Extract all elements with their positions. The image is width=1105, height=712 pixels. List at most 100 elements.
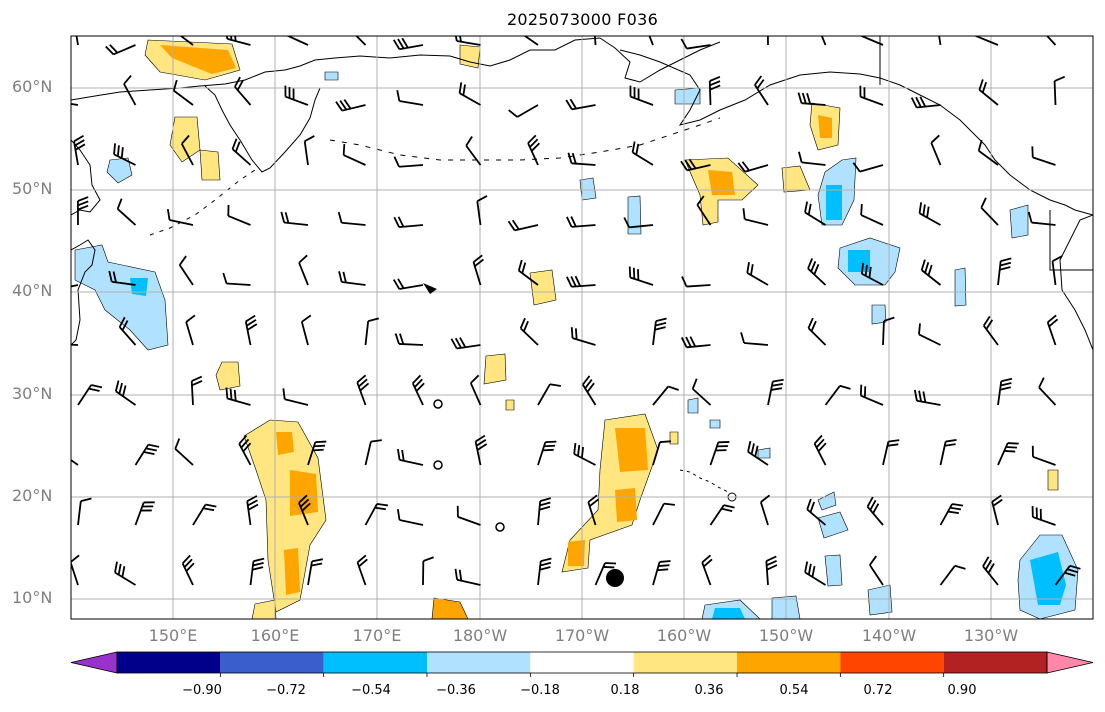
wind-barb [234, 76, 252, 106]
wind-barb [284, 85, 309, 106]
wind-barb [997, 442, 1019, 466]
map-frame [70, 35, 1094, 620]
wind-barb [930, 134, 942, 166]
wind-barb [1046, 314, 1059, 346]
wind-barb [537, 497, 552, 526]
wind-barb [450, 337, 481, 350]
wind-barb [760, 494, 771, 526]
contour-blob [615, 488, 637, 522]
contour-blob [568, 540, 585, 566]
wind-barb [1053, 75, 1066, 106]
wind-barb [991, 494, 1003, 526]
wind-barb [701, 554, 713, 586]
contour-blob [674, 87, 701, 105]
wind-barb [244, 314, 258, 346]
lat-label: 10°N [12, 588, 53, 607]
coastline-na-west [1059, 214, 1093, 351]
wind-barb [231, 138, 252, 166]
wind-barb [983, 315, 999, 346]
lon-label: 160°W [656, 626, 712, 645]
wind-barb [517, 259, 539, 286]
wind-barb [222, 272, 251, 286]
colorbar-tick-label: −0.54 [351, 683, 391, 698]
contour-blob [1009, 204, 1029, 239]
wind-barb [1031, 445, 1056, 466]
wind-barb [570, 327, 596, 346]
contour-blob [199, 149, 221, 181]
contour-blob [757, 447, 771, 459]
wind-barb [807, 317, 827, 346]
wind-barb [939, 439, 957, 466]
wind-barb [582, 375, 597, 406]
coastline-okhotsk [71, 139, 101, 216]
wind-barb [920, 259, 942, 286]
colorbar-tick-label: −0.18 [520, 683, 560, 698]
markers [423, 283, 624, 587]
contour-blob [709, 419, 721, 429]
wind-barb [458, 82, 481, 106]
wind-barb [652, 440, 672, 466]
lat-label: 40°N [12, 281, 53, 300]
lon-label: 160°E [250, 626, 300, 645]
wind-barb [978, 79, 999, 106]
coastline-alaska-north [599, 37, 721, 83]
contour-blob [871, 304, 887, 325]
wind-barb [820, 36, 827, 46]
wind-barb [882, 316, 895, 346]
contour-blob [505, 399, 515, 411]
wind-barb [939, 564, 966, 586]
wind-barb [249, 557, 265, 586]
colorbar-tick-label: −0.36 [436, 683, 476, 698]
wind-barb [708, 75, 721, 106]
colorbar-tick-label: −0.72 [266, 683, 306, 698]
map-panel[interactable] [49, 15, 1094, 620]
wind-barb [587, 494, 599, 526]
wind-barb [282, 388, 309, 406]
wind-barb [192, 503, 217, 526]
wind-barb [123, 75, 137, 106]
wind-barb [537, 383, 561, 406]
wind-barb [185, 314, 196, 346]
wind-barb [938, 36, 942, 46]
wind-barb [392, 278, 424, 290]
wind-barb [71, 284, 79, 288]
wind-barb [767, 36, 769, 46]
colorbar-segment [943, 652, 1047, 673]
wind-barb [280, 211, 309, 226]
wind-barb [594, 36, 597, 46]
colorbar-segment [323, 652, 427, 673]
wind-barb [335, 99, 366, 112]
lat-label: 60°N [12, 77, 53, 96]
wind-barb [422, 556, 434, 586]
wind-barb [869, 555, 884, 586]
wind-barb [226, 36, 251, 46]
wind-barb [997, 377, 1013, 406]
wind-barbs [71, 36, 1081, 586]
contour-blob [160, 45, 236, 74]
contour-blob [615, 428, 648, 472]
contour-blob [106, 157, 133, 184]
wind-barb [523, 36, 539, 46]
wind-barb [77, 497, 92, 526]
wind-barb [71, 458, 79, 466]
contour-blob [627, 195, 642, 235]
wind-barb [71, 103, 79, 106]
wind-barb [166, 209, 194, 226]
wind-barb [397, 448, 424, 466]
lon-label: 180°W [452, 626, 508, 645]
wind-barb [977, 139, 999, 166]
contour-blob [687, 397, 699, 414]
coastline-alaska [619, 49, 1093, 216]
wind-barb [411, 374, 425, 406]
wind-barb [628, 266, 654, 286]
colorbar-segment [220, 652, 324, 673]
wind-barb [114, 380, 137, 406]
wind-barb [527, 134, 541, 166]
wind-barb [298, 254, 309, 286]
wind-barb [472, 254, 485, 286]
wind-barb [1031, 146, 1056, 166]
contour-blob [826, 185, 842, 220]
wind-barb [681, 276, 711, 288]
wind-barb [507, 219, 539, 232]
wind-barb [454, 568, 481, 586]
